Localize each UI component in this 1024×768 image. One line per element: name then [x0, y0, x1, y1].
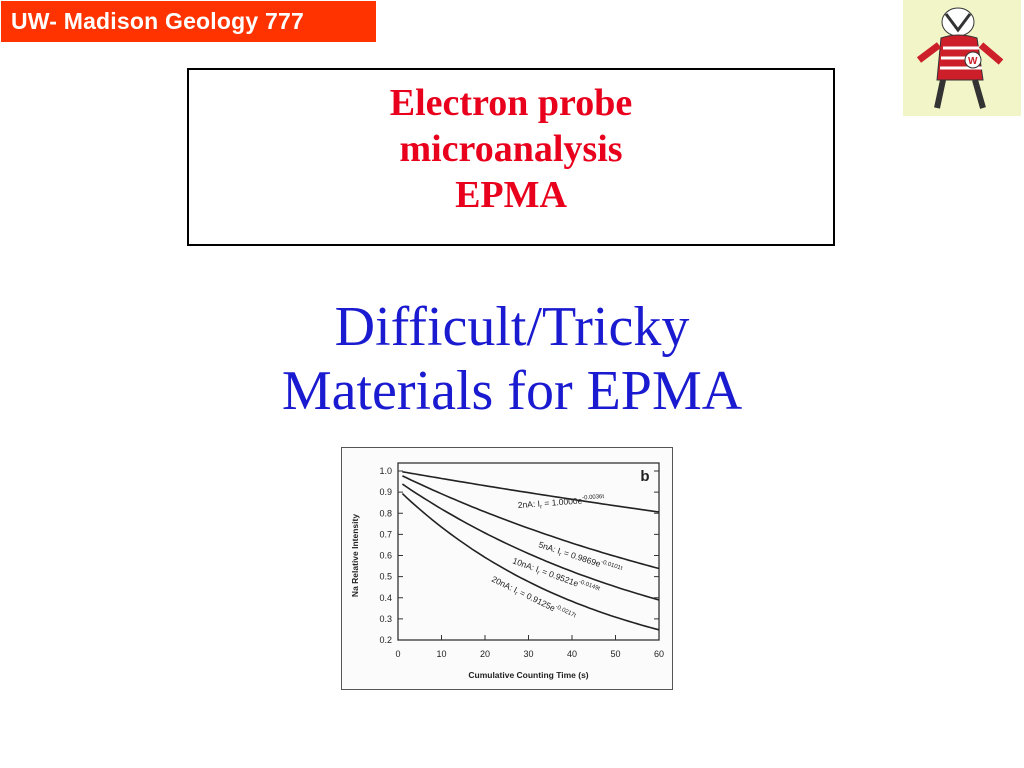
na-intensity-chart: 0.2 0.3 0.4 0.5 0.6 0.7 0.8 0.9 1.0 0 10 20 30 40 50 60…	[341, 447, 673, 690]
chart-svg: 0.2 0.3 0.4 0.5 0.6 0.7 0.8 0.9 1.0 0 10 20 30 40 50 60…	[350, 462, 664, 680]
equation-prefix: 2nA: I	[517, 498, 540, 510]
y-tick-label: 0.7	[379, 529, 392, 539]
equation-mid: = 1.0000e	[542, 495, 583, 508]
slide-subtitle: Difficult/Tricky Materials for EPMA	[0, 295, 1024, 423]
subtitle-line-1: Difficult/Tricky	[334, 296, 690, 358]
y-tick-label: 0.3	[379, 614, 392, 624]
course-banner: UW- Madison Geology 777	[1, 1, 376, 42]
y-tick-label: 1.0	[379, 466, 392, 476]
y-tick-label: 0.5	[379, 572, 392, 582]
equation-exp: -0.0036t	[582, 494, 605, 502]
x-tick-label: 60	[654, 649, 664, 659]
equation-sub: r	[558, 552, 562, 558]
subtitle-line-2: Materials for EPMA	[281, 360, 743, 422]
x-tick-label: 10	[436, 649, 446, 659]
y-axis-label: Na Relative Intensity	[350, 514, 360, 597]
equation-prefix: 10nA: I	[511, 555, 540, 574]
equation-exp: -0.0101t	[600, 559, 623, 572]
x-tick-label: 0	[395, 649, 400, 659]
series-line-5nA	[402, 475, 660, 570]
y-tick-label: 0.4	[379, 593, 392, 603]
series-line-10nA	[401, 483, 660, 601]
equation-sub: r	[536, 570, 540, 576]
y-tick-label: 0.8	[379, 508, 392, 518]
series-line-20nA	[401, 493, 660, 631]
equation-exp: -0.0217t	[554, 604, 577, 619]
badger-icon: W	[916, 7, 1004, 109]
panel-label: b	[640, 468, 649, 485]
x-axis-label: Cumulative Counting Time (s)	[468, 670, 588, 680]
title-line-3: EPMA	[455, 174, 567, 216]
plot-frame	[397, 462, 660, 641]
equation-prefix: 20nA: I	[490, 574, 519, 595]
x-tick-label: 20	[480, 649, 490, 659]
equation-sub: r	[540, 504, 542, 510]
y-tick-label: 0.6	[379, 551, 392, 561]
badger-mascot-logo: W	[903, 0, 1021, 116]
equation-mid: = 0.9125e	[516, 586, 557, 613]
x-tick-label: 50	[610, 649, 620, 659]
equation-sub: r	[513, 591, 517, 597]
title-line-1: Electron probe	[389, 82, 633, 124]
equation-prefix: 5nA: I	[537, 539, 561, 555]
y-tick-label: 0.2	[379, 635, 392, 645]
slide-title-box: Electron probe microanalysis EPMA	[187, 68, 835, 246]
svg-text:W: W	[968, 56, 978, 67]
equation-label-2nA: 2nA: Ir = 1.0000e-0.0036t	[517, 494, 605, 512]
x-tick-label: 40	[567, 649, 577, 659]
equation-mid: = 0.9521e	[539, 565, 581, 588]
series-line-2nA	[402, 471, 660, 513]
x-tick-label: 30	[523, 649, 533, 659]
y-tick-label: 0.9	[379, 487, 392, 497]
title-line-2: microanalysis	[399, 128, 623, 170]
